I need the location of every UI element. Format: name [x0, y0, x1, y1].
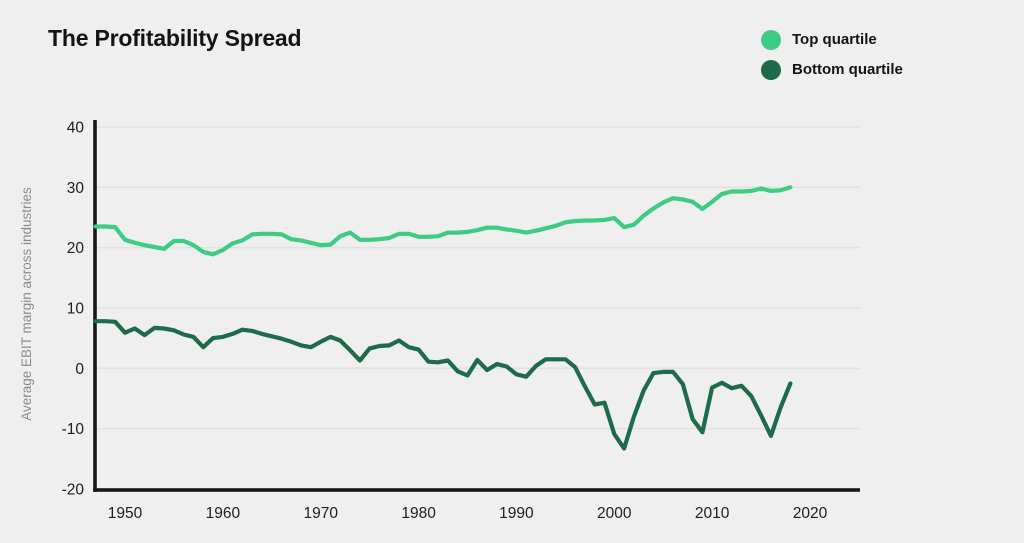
y-axis-line	[93, 120, 97, 492]
x-tick-label: 1960	[206, 505, 241, 522]
y-tick-label: 30	[67, 180, 85, 197]
y-tick-label: 10	[67, 300, 85, 317]
legend-item-top-quartile: Top quartile	[761, 29, 903, 50]
x-tick-label: 2020	[793, 505, 828, 522]
x-tick-label: 1990	[499, 505, 534, 522]
x-axis-line	[93, 488, 860, 492]
y-axis-title: Average EBIT margin across industries	[19, 187, 34, 421]
y-tick-label: -10	[62, 421, 85, 438]
y-tick-label: 40	[67, 119, 85, 136]
x-tick-label: 1970	[303, 505, 338, 522]
bottom-quartile-line	[93, 319, 793, 451]
x-tick-label: 2010	[695, 505, 730, 522]
x-tick-label: 1980	[401, 505, 436, 522]
bottom-quartile-swatch-icon	[761, 59, 781, 80]
y-tick-label: 20	[67, 240, 85, 257]
x-tick-label: 1950	[108, 505, 143, 522]
x-tick-label: 2000	[597, 505, 632, 522]
top-quartile-line	[93, 185, 793, 257]
y-tick-label: 0	[75, 361, 84, 378]
top-quartile-swatch-icon	[761, 29, 781, 50]
page-title: The Profitability Spread	[48, 25, 302, 51]
legend-label-bottom-quartile: Bottom quartile	[792, 61, 903, 78]
legend-label-top-quartile: Top quartile	[792, 31, 877, 48]
y-tick-label: -20	[62, 481, 85, 498]
legend-item-bottom-quartile: Bottom quartile	[761, 59, 903, 80]
chart-legend: Top quartile Bottom quartile	[761, 29, 903, 80]
